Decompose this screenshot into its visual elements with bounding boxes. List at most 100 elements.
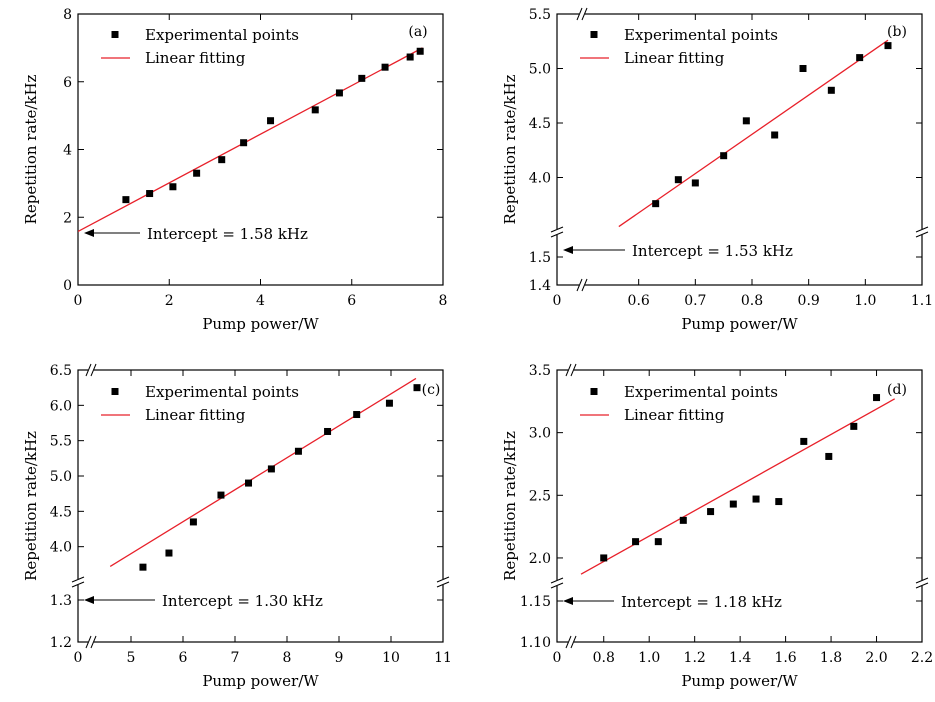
- data-point: [311, 106, 319, 114]
- data-point: [217, 491, 225, 499]
- x-tick-label: 0.6: [628, 293, 650, 309]
- axis-break-slash: [581, 7, 588, 21]
- axis-break: [576, 278, 588, 292]
- data-point: [189, 518, 197, 526]
- axis-break-slash: [915, 226, 929, 233]
- x-tick-label: 6: [347, 293, 356, 309]
- x-tick-label: 1.4: [729, 650, 751, 666]
- panel-tag: (d): [887, 382, 907, 398]
- data-point: [406, 53, 414, 61]
- x-tick-label: 7: [231, 650, 240, 666]
- y-tick-label: 8: [63, 7, 72, 23]
- axis-break: [550, 226, 564, 238]
- data-point: [169, 183, 177, 191]
- axis-break-slash: [550, 577, 564, 584]
- x-tick-label: 0.9: [798, 293, 820, 309]
- data-point: [775, 498, 783, 506]
- x-tick-label: 1.0: [638, 650, 660, 666]
- legend-marker-points: [111, 31, 119, 38]
- panel-tag: (b): [887, 24, 907, 40]
- x-tick-label: 0.8: [741, 293, 763, 309]
- y-tick-label: 1.4: [529, 278, 551, 294]
- axis-break-slash: [915, 577, 929, 584]
- x-tick-label: 1.2: [684, 650, 706, 666]
- y-tick-label: 4.0: [529, 171, 551, 187]
- axis-break: [85, 363, 97, 377]
- y-tick-label: 6: [63, 75, 72, 91]
- y-axis-label: Repetition rate/kHz: [22, 431, 40, 581]
- data-point: [827, 86, 835, 94]
- y-axis-label: Repetition rate/kHz: [501, 74, 519, 224]
- x-axis-label: Pump power/W: [681, 672, 798, 690]
- x-axis-label: Pump power/W: [202, 315, 319, 333]
- data-point: [267, 117, 275, 125]
- axis-break-slash: [71, 576, 85, 583]
- data-point: [652, 200, 660, 208]
- x-tick-label: 1.0: [854, 293, 876, 309]
- legend-label-line: Linear fitting: [145, 406, 246, 424]
- y-tick-label: 4.0: [50, 540, 72, 556]
- y-tick-label: 5.5: [529, 7, 551, 23]
- data-point: [353, 411, 361, 419]
- axis-break-slash: [436, 576, 450, 583]
- axis-break: [565, 635, 577, 649]
- panel-tag: (a): [408, 24, 427, 40]
- axis-break-gap: [915, 580, 929, 586]
- y-tick-label: 6.5: [50, 363, 72, 379]
- x-tick-label: 0: [553, 650, 562, 666]
- data-point: [240, 139, 248, 147]
- axis-break-slash: [570, 363, 577, 377]
- axis-break: [550, 577, 564, 589]
- y-tick-label: 6.0: [50, 398, 72, 414]
- legend-marker-points: [590, 31, 598, 38]
- plot-frame: [77, 13, 444, 286]
- intercept-annotation: Intercept = 1.18 kHz: [621, 593, 782, 611]
- data-point: [654, 538, 662, 546]
- data-point: [193, 169, 201, 177]
- axis-break-slash: [581, 278, 588, 292]
- y-tick-label: 1.2: [50, 635, 72, 651]
- y-tick-label: 1.5: [529, 250, 551, 266]
- x-tick-label: 8: [283, 650, 292, 666]
- legend-label-points: Experimental points: [624, 26, 778, 44]
- data-point: [720, 152, 728, 160]
- axis-break-gap: [550, 580, 564, 586]
- legend-label-line: Linear fitting: [624, 49, 725, 67]
- y-axis-label: Repetition rate/kHz: [22, 74, 40, 224]
- data-point: [752, 495, 760, 503]
- axis-break: [436, 576, 450, 588]
- data-point: [799, 65, 807, 72]
- axis-break: [565, 363, 577, 377]
- legend-label-line: Linear fitting: [145, 49, 246, 67]
- y-axis-label: Repetition rate/kHz: [501, 431, 519, 581]
- axis-break: [576, 7, 588, 21]
- chart-panel-2: 0 5 6 7 8 9 10 11 1.2 1.3 4.0 4.5 5.0 5.5 6.0 6.5 Pump p…: [22, 363, 452, 690]
- axis-break-gap: [436, 579, 450, 585]
- y-tick-label: 1.3: [50, 593, 72, 609]
- legend-marker-points: [111, 388, 119, 395]
- axis-break-slash: [85, 635, 92, 649]
- x-tick-label: 5: [127, 650, 136, 666]
- data-point: [771, 131, 779, 139]
- plot-frame: [556, 369, 923, 643]
- data-point: [335, 89, 343, 97]
- annotation-arrow-head: [84, 229, 94, 237]
- axis-break-slash: [915, 231, 929, 238]
- axis-break-gap: [88, 363, 94, 377]
- axis-break-slash: [565, 363, 572, 377]
- data-point: [691, 179, 699, 187]
- data-point: [218, 156, 226, 164]
- data-point: [324, 427, 332, 435]
- axis-break-gap: [568, 363, 574, 377]
- x-tick-label: 8: [439, 293, 448, 309]
- panel-tag: (c): [422, 382, 441, 398]
- data-point: [413, 384, 421, 392]
- data-point: [267, 465, 275, 473]
- axis-break-gap: [71, 579, 85, 585]
- data-point: [884, 42, 892, 50]
- y-tick-label: 3.0: [529, 426, 551, 442]
- data-point: [707, 508, 715, 516]
- x-tick-label: 10: [382, 650, 400, 666]
- legend-label-points: Experimental points: [624, 383, 778, 401]
